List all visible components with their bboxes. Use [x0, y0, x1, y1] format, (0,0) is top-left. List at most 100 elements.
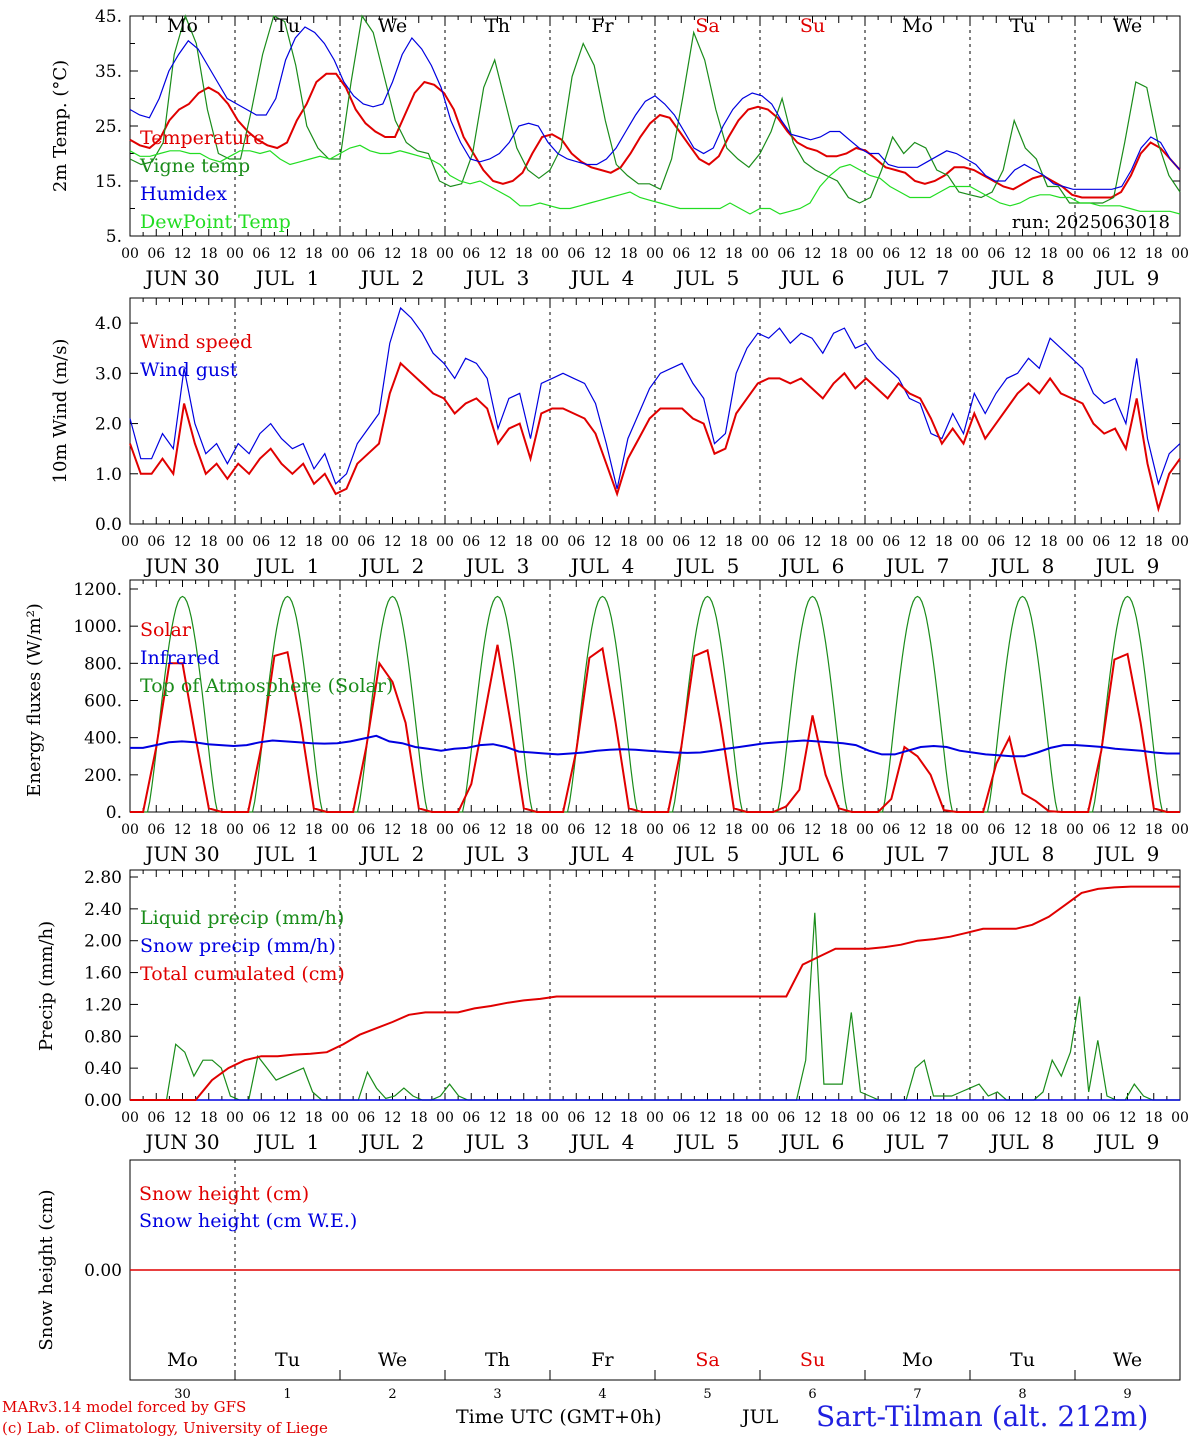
energy-hour-label: 18	[725, 822, 743, 838]
temp-date-label: JUN 30	[143, 266, 219, 290]
wind-hour-label: 12	[804, 534, 822, 550]
precip-legend-snow-precip-mm-h: Snow precip (mm/h)	[140, 935, 336, 957]
temp-hour-label: 12	[804, 246, 822, 262]
temp-weekday-label: Fr	[591, 15, 614, 37]
precip-hour-label: 18	[515, 1110, 533, 1126]
energy-hour-label: 18	[200, 822, 218, 838]
wind-hour-label: 06	[357, 534, 375, 550]
temp-hour-label: 12	[384, 246, 402, 262]
snow-weekday-label: Sa	[695, 1349, 719, 1371]
wind-hour-label: 00	[121, 534, 139, 550]
precip-date-label: JUL 7	[884, 1130, 950, 1154]
temp-hour-label: 18	[515, 246, 533, 262]
energy-hour-label: 18	[305, 822, 323, 838]
energy-y-tick-label: 400.	[84, 729, 122, 749]
snow-day-number: 9	[1123, 1387, 1131, 1402]
wind-hour-label: 12	[1014, 534, 1032, 550]
snow-day-number: 6	[808, 1387, 816, 1402]
precip-y-axis-label: Precip (mm/h)	[36, 921, 57, 1051]
lab-credit: (c) Lab. of Climatology, University of L…	[2, 1419, 328, 1437]
month-label: JUL	[742, 1406, 779, 1428]
precip-legend-liquid-precip-mm-h: Liquid precip (mm/h)	[140, 907, 344, 929]
wind-hour-label: 06	[147, 534, 165, 550]
energy-y-tick-label: 600.	[84, 692, 122, 712]
precip-hour-label: 18	[410, 1110, 428, 1126]
snow-weekday-label: Tu	[275, 1349, 300, 1371]
precip-hour-label: 12	[384, 1110, 402, 1126]
wind-date-label: JUL 8	[989, 554, 1055, 578]
precip-date-label: JUL 9	[1094, 1130, 1160, 1154]
temp-date-label: JUL 9	[1094, 266, 1160, 290]
wind-hour-label: 06	[987, 534, 1005, 550]
temp-hour-label: 12	[699, 246, 717, 262]
temp-hour-label: 06	[567, 246, 585, 262]
energy-hour-label: 18	[830, 822, 848, 838]
temp-hour-label: 12	[174, 246, 192, 262]
energy-hour-label: 00	[961, 822, 979, 838]
temp-hour-label: 00	[646, 246, 664, 262]
precip-y-tick-label: 2.00	[84, 932, 122, 952]
precip-hour-label: 06	[462, 1110, 480, 1126]
snow-legend-snow-height-cm-w-e: Snow height (cm W.E.)	[139, 1210, 357, 1232]
energy-date-label: JUL 9	[1094, 842, 1160, 866]
precip-hour-label: 06	[672, 1110, 690, 1126]
energy-hour-label: 12	[489, 822, 507, 838]
precip-y-tick-label: 0.00	[84, 1091, 122, 1111]
precip-date-label: JUN 30	[143, 1130, 219, 1154]
precip-hour-label: 18	[305, 1110, 323, 1126]
precip-y-tick-label: 1.20	[84, 995, 122, 1015]
wind-date-label: JUL 1	[254, 554, 320, 578]
wind-y-tick-label: 4.0	[95, 314, 122, 334]
energy-series-top-of-atmosphere-solar	[130, 595, 1180, 813]
snow-weekday-label: We	[378, 1349, 407, 1371]
temp-series-humidex	[129, 26, 1181, 190]
temp-hour-label: 00	[541, 246, 559, 262]
temp-weekday-label: Th	[485, 15, 510, 37]
energy-legend-top-of-atmosphere-solar: Top of Atmosphere (Solar)	[140, 675, 393, 697]
precip-legend-total-cumulated-cm: Total cumulated (cm)	[140, 963, 345, 985]
model-credit: MARv3.14 model forced by GFS	[2, 1398, 247, 1416]
precip-hour-label: 00	[541, 1110, 559, 1126]
temp-hour-label: 06	[777, 246, 795, 262]
energy-hour-label: 12	[1014, 822, 1032, 838]
snow-legend-snow-height-cm: Snow height (cm)	[139, 1183, 309, 1205]
energy-hour-label: 06	[252, 822, 270, 838]
temp-y-tick-label: 5.	[106, 227, 122, 247]
precip-hour-label: 06	[777, 1110, 795, 1126]
precip-hour-label: 12	[699, 1110, 717, 1126]
temp-series-vigne-temp	[129, 14, 1181, 204]
energy-hour-label: 06	[1092, 822, 1110, 838]
wind-hour-label: 06	[777, 534, 795, 550]
energy-hour-label: 18	[410, 822, 428, 838]
wind-hour-label: 18	[620, 534, 638, 550]
precip-hour-label: 06	[147, 1110, 165, 1126]
wind-date-label: JUL 4	[569, 554, 635, 578]
temp-y-tick-label: 25.	[95, 117, 122, 137]
precip-y-tick-label: 2.80	[84, 868, 122, 888]
precip-y-tick-label: 0.80	[84, 1027, 122, 1047]
temp-date-label: JUL 8	[989, 266, 1055, 290]
snow-y-axis-label: Snow height (cm)	[36, 1189, 57, 1350]
temp-hour-label: 00	[226, 246, 244, 262]
wind-hour-label: 18	[725, 534, 743, 550]
temp-weekday-label: Tu	[275, 15, 300, 37]
snow-day-number: 5	[703, 1387, 711, 1402]
temp-hour-label: 00	[1066, 246, 1084, 262]
wind-date-label: JUL 6	[779, 554, 845, 578]
energy-hour-label: 00	[1066, 822, 1084, 838]
wind-hour-label: 00	[1066, 534, 1084, 550]
temp-hour-label: 06	[987, 246, 1005, 262]
energy-hour-label: 06	[462, 822, 480, 838]
energy-series-infrared	[130, 734, 1180, 758]
temp-hour-label: 06	[252, 246, 270, 262]
wind-hour-label: 12	[909, 534, 927, 550]
temp-hour-label: 12	[594, 246, 612, 262]
precip-hour-label: 18	[830, 1110, 848, 1126]
precip-hour-label: 12	[489, 1110, 507, 1126]
temp-series-dewpoint-temp	[129, 144, 1181, 215]
precip-hour-label: 18	[1040, 1110, 1058, 1126]
snow-panel: 0.00 Snow height (cm) Snow height (cm) Snow…	[36, 1159, 1181, 1402]
wind-series-wind-speed	[129, 361, 1181, 513]
energy-hour-label: 12	[384, 822, 402, 838]
energy-hour-label: 18	[1040, 822, 1058, 838]
